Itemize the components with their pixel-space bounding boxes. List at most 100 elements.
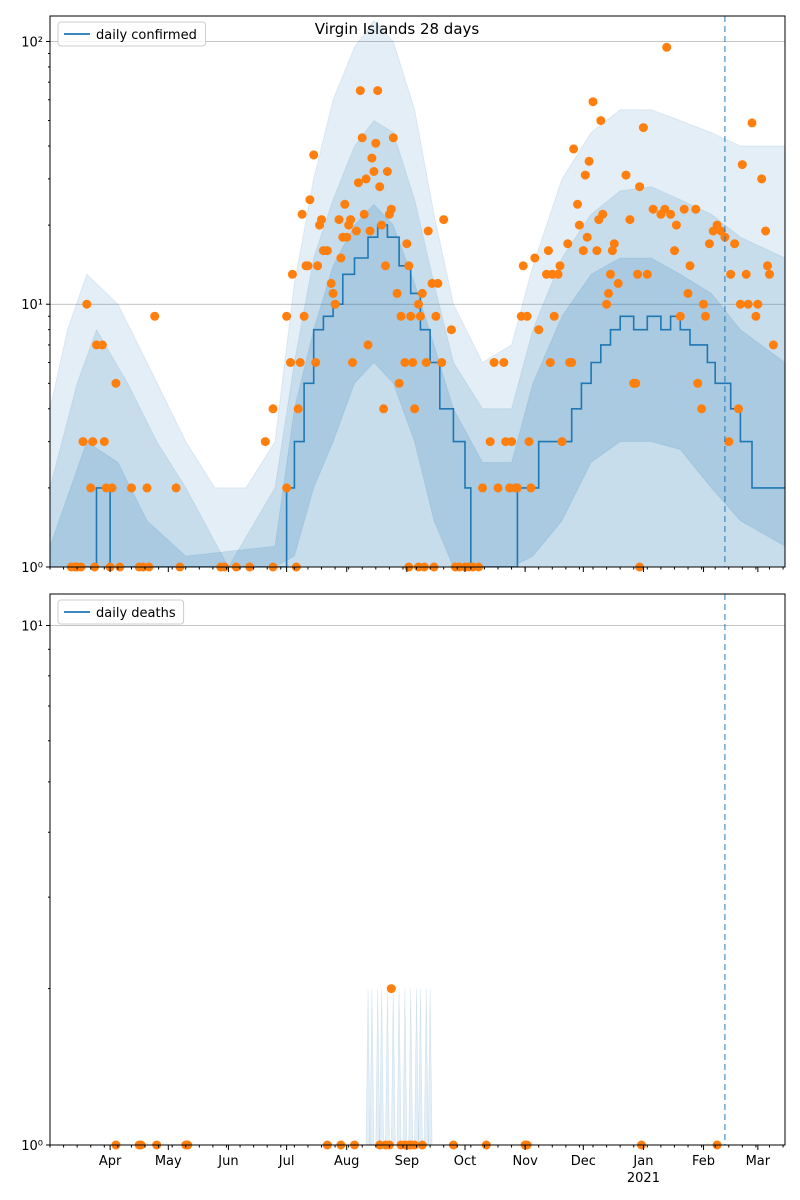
data-point: [388, 133, 398, 143]
data-point: [431, 311, 441, 321]
data-point: [439, 215, 449, 225]
data-point: [638, 123, 648, 133]
data-point: [357, 133, 367, 143]
data-point: [371, 138, 381, 148]
data-point: [543, 246, 553, 256]
data-point: [662, 42, 672, 52]
data-point: [437, 358, 447, 367]
data-point: [396, 311, 406, 321]
x-year-label: 2021: [627, 1171, 660, 1186]
band-spike: [396, 988, 402, 1145]
data-point: [363, 340, 373, 350]
data-point: [534, 325, 544, 335]
band-spike: [423, 988, 429, 1145]
data-point: [377, 220, 387, 230]
band-spike: [390, 988, 396, 1145]
data-point: [592, 246, 602, 256]
data-point: [361, 174, 371, 184]
data-point: [97, 340, 107, 350]
data-point: [557, 437, 567, 447]
data-point: [421, 358, 431, 367]
data-point: [282, 483, 292, 493]
data-point: [522, 311, 532, 321]
data-point: [493, 483, 503, 493]
data-point: [78, 437, 88, 447]
data-point: [691, 204, 701, 214]
data-point: [375, 182, 385, 192]
x-tick-label: Jan: [632, 1154, 653, 1169]
x-tick-label: Apr: [99, 1154, 122, 1169]
data-point: [753, 299, 763, 309]
data-point: [328, 288, 338, 298]
data-point: [735, 299, 745, 309]
data-point: [633, 269, 643, 279]
data-point: [334, 215, 344, 225]
data-point: [761, 226, 771, 236]
data-point: [549, 311, 559, 321]
data-point: [268, 404, 278, 414]
data-point: [127, 483, 136, 493]
data-point: [392, 288, 402, 298]
data-point: [386, 984, 396, 994]
data-point: [99, 437, 109, 447]
band-spike: [385, 988, 390, 1145]
band-spike: [418, 988, 423, 1145]
data-point: [697, 404, 707, 414]
x-tick-label: Dec: [571, 1154, 596, 1169]
y-tick-label: 10⁰: [21, 1139, 43, 1154]
data-point: [340, 199, 350, 209]
data-point: [111, 378, 121, 388]
data-point: [373, 86, 383, 96]
data-point: [295, 358, 305, 367]
data-point: [574, 220, 584, 230]
data-point: [322, 246, 332, 256]
band-spike: [379, 988, 384, 1145]
data-point: [621, 170, 631, 180]
data-point: [724, 437, 734, 447]
confirmed-panel: 10⁰ 10¹ 10² daily confirmed Virgin Islands 2…: [21, 15, 786, 576]
data-point: [555, 261, 565, 271]
legend-box: [57, 599, 185, 625]
data-point: [553, 269, 563, 279]
data-point: [309, 150, 319, 160]
data-point: [485, 437, 495, 447]
data-point: [348, 358, 357, 367]
data-point: [607, 246, 617, 256]
data-point: [382, 167, 392, 176]
data-point: [743, 299, 753, 309]
data-point: [635, 182, 645, 192]
data-point: [82, 299, 92, 309]
band-spike: [414, 988, 419, 1145]
data-point: [287, 269, 297, 279]
plot-area: [50, 19, 785, 567]
x-tick-label: Jul: [278, 1154, 295, 1169]
x-tick-label: Mar: [746, 1154, 771, 1169]
data-point: [317, 215, 326, 225]
band-middle: [50, 119, 785, 567]
data-point: [404, 261, 414, 271]
data-point: [704, 239, 714, 249]
data-point: [675, 311, 685, 321]
band-spike: [375, 988, 381, 1145]
data-point: [563, 239, 573, 249]
axes-frame: [49, 593, 786, 1146]
data-point: [394, 378, 404, 388]
data-point: [499, 358, 509, 367]
data-point: [88, 437, 98, 447]
series-line: [69, 224, 785, 567]
data-point: [313, 261, 323, 271]
data-point: [609, 239, 619, 249]
data-point: [286, 358, 295, 367]
data-point: [365, 226, 375, 236]
data-point: [171, 483, 181, 493]
data-point: [545, 358, 555, 367]
data-point: [311, 358, 321, 367]
data-point: [671, 220, 681, 230]
data-point: [670, 246, 679, 256]
data-point: [446, 325, 456, 335]
data-point: [305, 195, 315, 205]
data-point: [379, 404, 389, 414]
data-point: [582, 232, 592, 242]
legend: daily deaths: [57, 599, 185, 625]
data-point: [330, 299, 340, 309]
